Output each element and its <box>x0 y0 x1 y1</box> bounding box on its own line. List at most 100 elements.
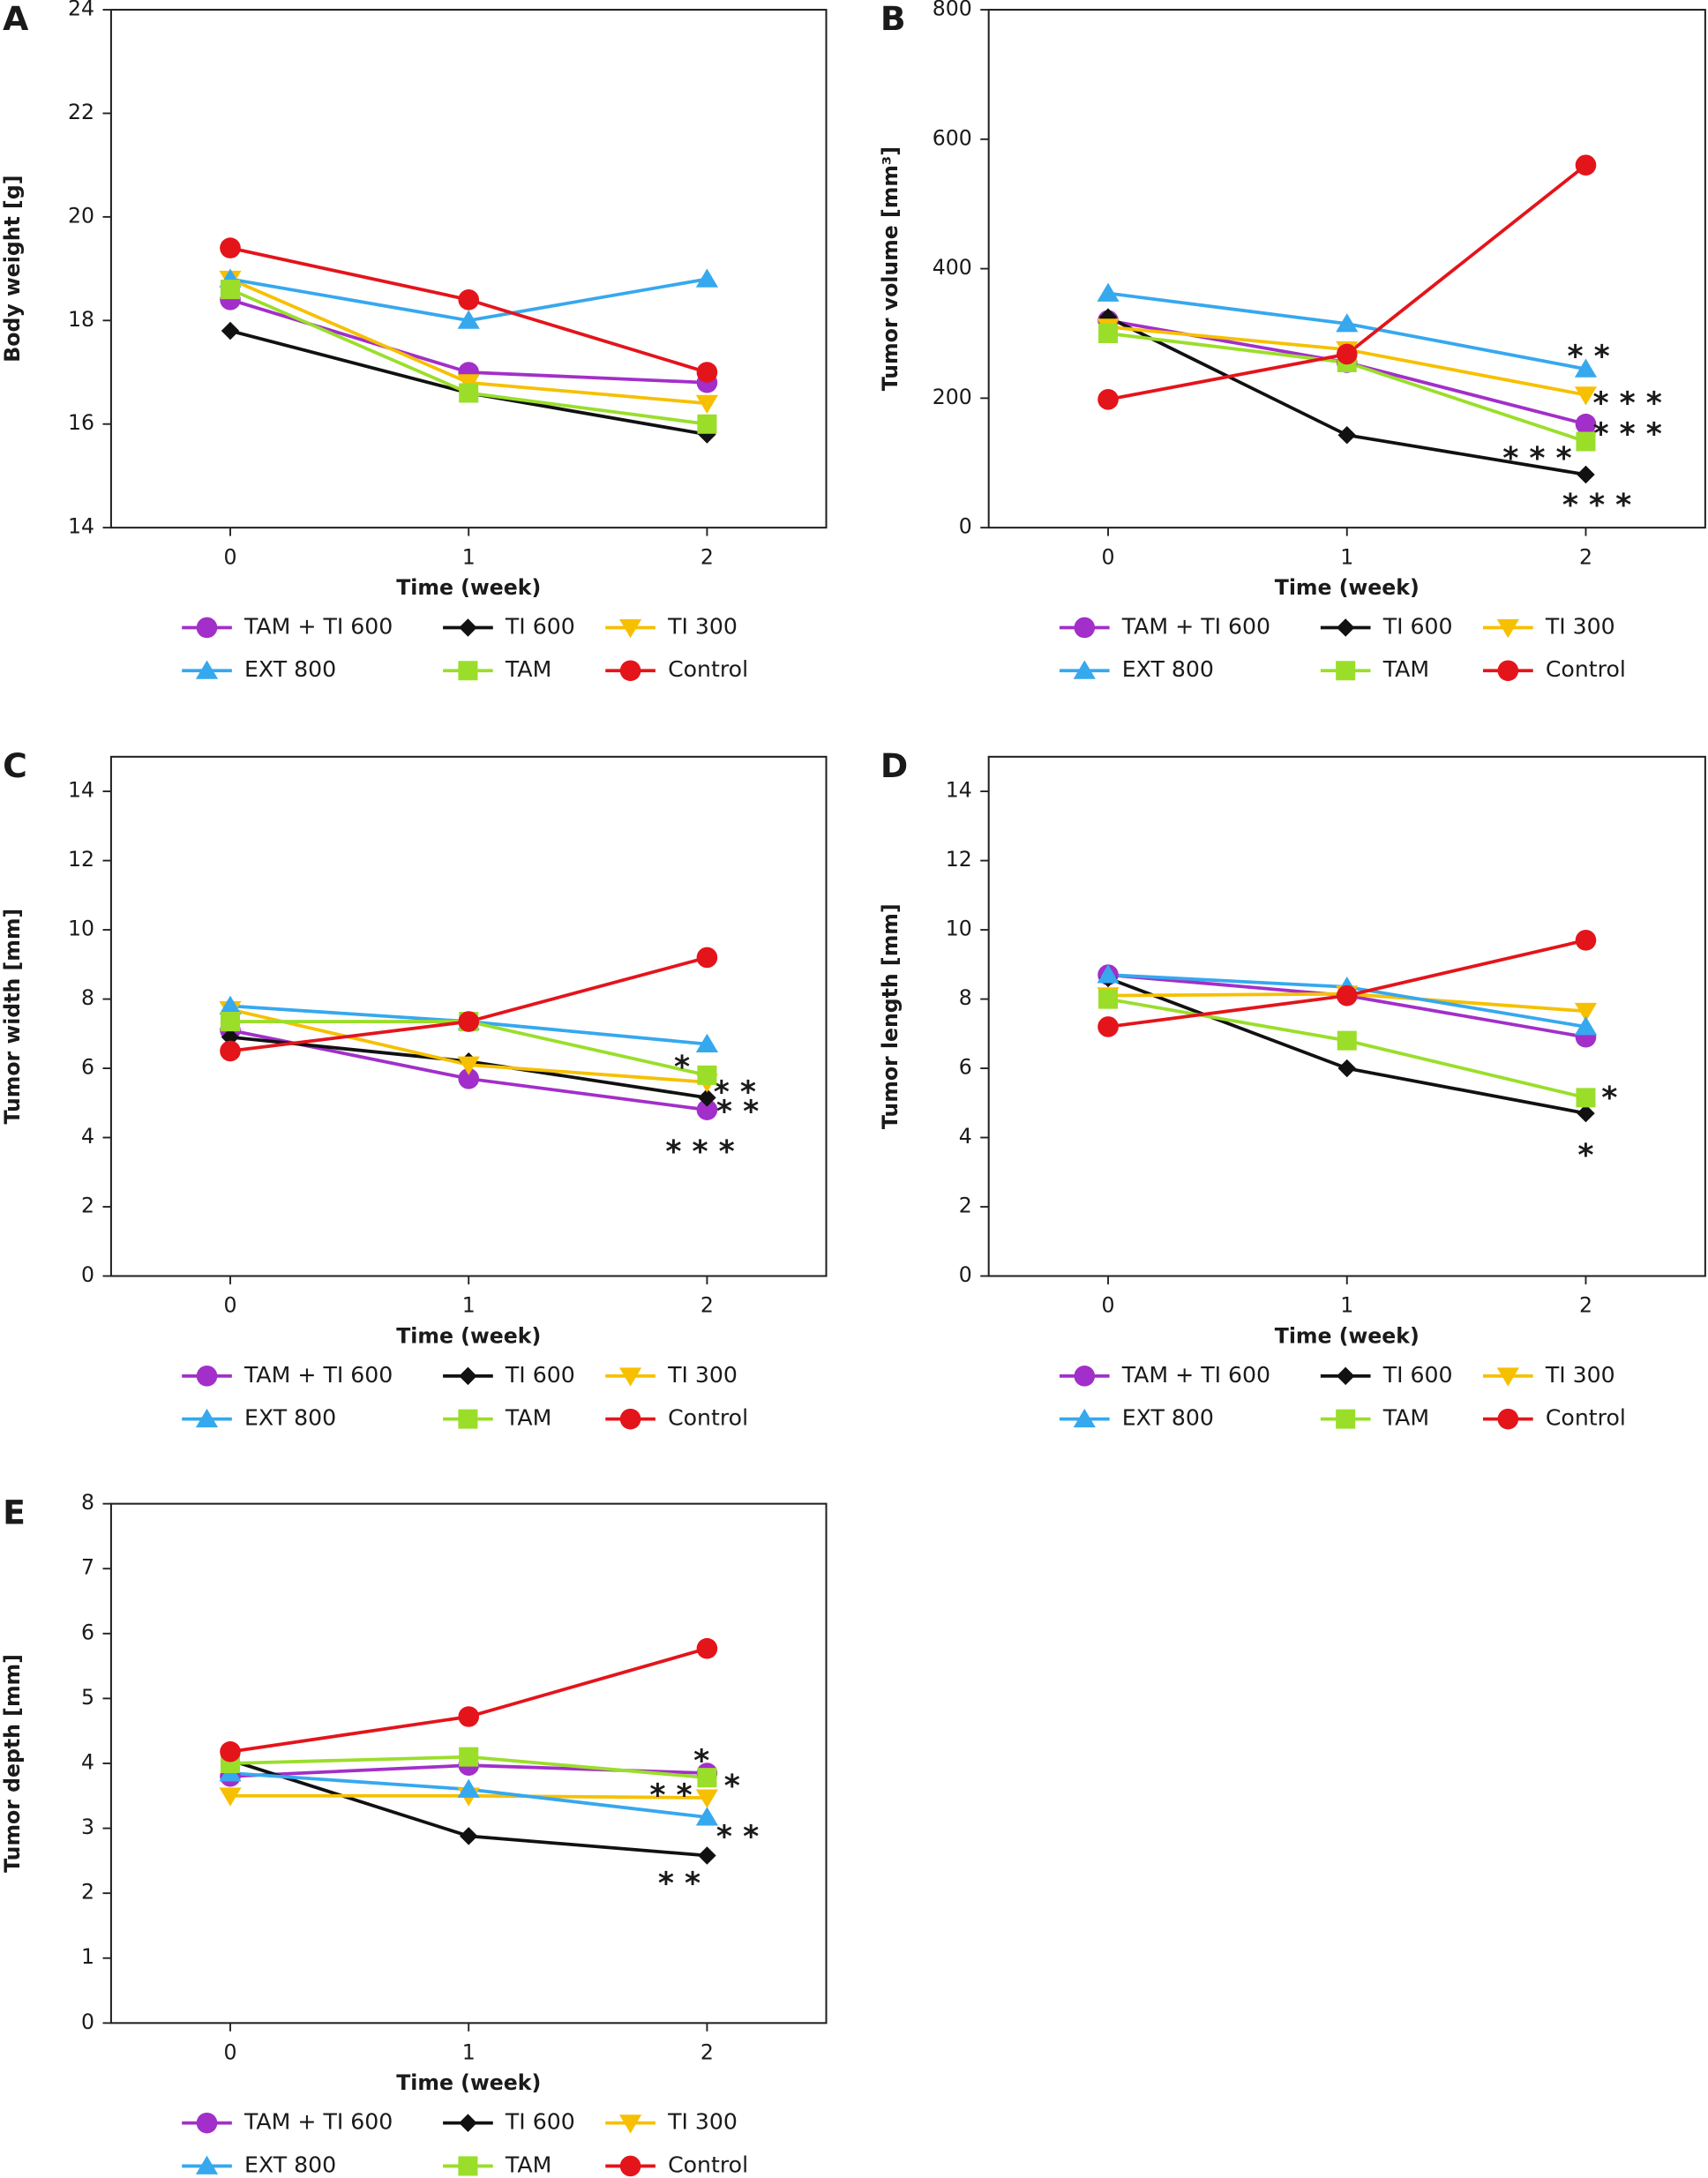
y-tick-label: 12 <box>68 847 94 872</box>
marker <box>1576 431 1596 452</box>
marker <box>1574 1002 1598 1022</box>
marker <box>1575 154 1597 176</box>
marker <box>1577 465 1595 484</box>
marker <box>696 1099 718 1120</box>
legend-marker <box>196 2112 218 2134</box>
marker <box>1575 930 1597 951</box>
y-tick-label: 8 <box>81 1490 94 1515</box>
legend-marker <box>195 1408 219 1428</box>
legend-label: TI 600 <box>505 2109 575 2135</box>
legend-label: TI 600 <box>505 613 575 639</box>
legend-label: EXT 800 <box>244 2152 336 2177</box>
legend-marker <box>196 1366 218 1387</box>
marker <box>1336 984 1358 1007</box>
marker <box>457 310 480 329</box>
legend-marker <box>1073 1408 1096 1428</box>
y-tick-label: 14 <box>946 778 972 803</box>
marker <box>1097 964 1120 984</box>
marker <box>1577 1104 1595 1123</box>
legend-marker <box>618 619 642 639</box>
marker <box>697 1065 717 1085</box>
x-tick-label: 0 <box>1102 544 1115 569</box>
significance-annotation: * * * <box>1593 416 1662 452</box>
x-tick-label: 1 <box>462 2040 476 2064</box>
y-tick-label: 10 <box>946 917 972 941</box>
legend-label: TAM + TI 600 <box>243 2109 393 2135</box>
y-tick-label: 8 <box>959 985 972 1010</box>
marker <box>698 1089 716 1107</box>
marker <box>1337 1059 1356 1078</box>
subplot: A 14 16 18 20 22 24 0 1 2 Time (week) Body weight [… <box>0 0 828 682</box>
marker <box>695 268 719 288</box>
x-axis-label: Time (week) <box>396 1323 541 1348</box>
legend-label: TAM + TI 600 <box>1121 1362 1270 1388</box>
x-axis-label: Time (week) <box>1275 1323 1420 1348</box>
y-tick-label: 200 <box>933 385 972 409</box>
marker <box>695 394 719 415</box>
marker <box>219 995 242 1014</box>
legend-label: EXT 800 <box>1122 656 1214 682</box>
legend-marker <box>1336 1366 1355 1386</box>
y-axis-label: Tumor length [mm] <box>878 903 903 1129</box>
y-tick-label: 6 <box>81 1055 94 1080</box>
marker <box>697 414 717 434</box>
y-tick-label: 0 <box>959 1262 972 1287</box>
x-tick-label: 2 <box>700 544 714 569</box>
y-tick-label: 12 <box>946 847 972 872</box>
significance-annotation: * <box>1577 1138 1593 1173</box>
marker <box>220 1740 241 1763</box>
marker <box>1098 989 1119 1009</box>
marker <box>696 1637 718 1659</box>
y-tick-label: 14 <box>68 514 94 539</box>
legend-label: EXT 800 <box>244 656 336 682</box>
legend-marker <box>458 661 478 681</box>
legend-marker <box>195 660 219 679</box>
y-tick-label: 20 <box>68 203 94 228</box>
marker <box>695 1033 719 1053</box>
significance-annotation: * * * <box>665 1134 734 1170</box>
marker <box>696 947 718 969</box>
y-tick-label: 22 <box>68 100 94 124</box>
legend-label: TI 300 <box>667 613 738 639</box>
marker <box>221 280 241 300</box>
legend-marker <box>458 1409 478 1429</box>
y-axis-label: Tumor depth [mm] <box>0 1654 25 1873</box>
marker <box>698 1846 716 1865</box>
legend-label: TAM <box>1382 656 1429 682</box>
panel-label: E <box>3 1493 26 1532</box>
legend-label: Control <box>668 1405 748 1431</box>
marker <box>221 1012 241 1032</box>
x-tick-label: 0 <box>224 544 237 569</box>
legend-label: TAM <box>1382 1405 1429 1431</box>
legend-marker <box>1074 1366 1096 1387</box>
marker <box>457 1056 480 1075</box>
significance-annotation: * * * <box>1502 441 1571 476</box>
legend-marker <box>196 617 218 639</box>
legend-marker <box>619 660 641 682</box>
marker <box>695 1807 719 1826</box>
legend-label: TI 300 <box>1545 1362 1615 1388</box>
significance-annotation: * * * <box>1562 488 1631 523</box>
marker <box>1336 343 1358 365</box>
significance-annotation: * * <box>714 1074 756 1110</box>
marker <box>1097 389 1119 410</box>
y-tick-label: 6 <box>959 1055 972 1080</box>
x-tick-label: 1 <box>462 1293 476 1318</box>
significance-annotation: * <box>1601 1081 1617 1116</box>
legend-label: TI 300 <box>667 1362 738 1388</box>
legend-marker <box>618 2114 642 2134</box>
y-tick-label: 0 <box>959 514 972 539</box>
legend-marker <box>1336 661 1356 681</box>
legend-marker <box>1336 1409 1356 1429</box>
y-tick-label: 8 <box>81 985 94 1010</box>
marker <box>221 321 240 341</box>
x-tick-label: 0 <box>224 2040 237 2064</box>
y-tick-label: 400 <box>933 255 972 280</box>
y-tick-label: 24 <box>68 0 94 21</box>
y-tick-label: 16 <box>68 410 94 435</box>
y-tick-label: 6 <box>81 1620 94 1644</box>
legend-marker <box>459 1366 477 1386</box>
y-axis-label: Tumor width [mm] <box>0 909 25 1125</box>
legend-label: TAM + TI 600 <box>243 1362 393 1388</box>
